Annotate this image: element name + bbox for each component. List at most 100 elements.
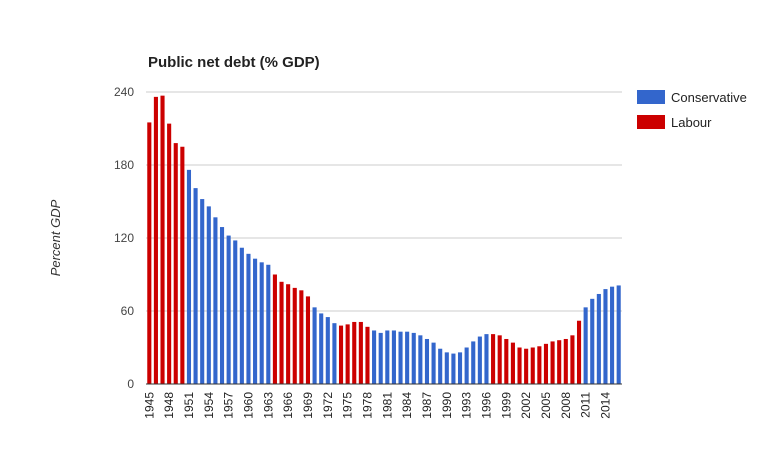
bar-1961 — [253, 258, 258, 384]
x-tick-label: 1951 — [182, 392, 196, 419]
bar-1960 — [246, 253, 251, 384]
x-tick-label: 1993 — [460, 392, 474, 419]
bar-1984 — [405, 331, 410, 384]
bar-2008 — [563, 338, 568, 384]
bar-1953 — [200, 199, 205, 384]
x-tick-label: 1987 — [420, 392, 434, 419]
bar-1959 — [239, 247, 244, 384]
bar-1997 — [491, 334, 496, 384]
bar-1979 — [372, 330, 377, 384]
legend-swatch-conservative — [637, 90, 665, 104]
y-tick-label: 60 — [121, 304, 135, 318]
x-tick-label: 1990 — [440, 392, 454, 419]
bar-1958 — [233, 240, 238, 384]
bar-1962 — [259, 262, 264, 384]
bar-2000 — [510, 342, 515, 384]
bar-1952 — [193, 188, 198, 384]
bar-1988 — [431, 342, 436, 384]
bar-1986 — [418, 335, 423, 384]
bar-1969 — [305, 296, 311, 384]
bar-1989 — [438, 348, 443, 384]
bar-1970 — [312, 307, 317, 384]
bar-2014 — [603, 289, 608, 384]
legend-swatch-labour — [637, 115, 665, 129]
bar-1957 — [226, 235, 231, 384]
bar-1954 — [206, 206, 211, 384]
y-axis-label: Percent GDP — [48, 199, 63, 276]
x-tick-label: 2011 — [579, 392, 593, 418]
x-tick-label: 2002 — [519, 392, 533, 419]
x-tick-label: 1966 — [281, 392, 295, 419]
bar-1971 — [319, 313, 324, 384]
bar-1992 — [457, 352, 463, 384]
bar-2002 — [524, 348, 529, 384]
x-tick-label: 1960 — [241, 392, 255, 419]
bar-1981 — [385, 330, 390, 384]
x-tick-label: 1996 — [479, 392, 493, 419]
x-tick-label: 1984 — [400, 392, 414, 419]
x-tick-label: 1954 — [202, 392, 216, 419]
x-tick-label: 1981 — [380, 392, 394, 419]
bar-1996 — [484, 334, 489, 384]
bar-1985 — [411, 332, 416, 384]
bar-2011 — [583, 307, 588, 384]
bar-1972 — [325, 317, 330, 384]
x-tick-label: 1963 — [261, 392, 275, 419]
bar-1955 — [213, 217, 218, 384]
bar-1994 — [471, 341, 476, 384]
bar-2001 — [517, 347, 522, 384]
gridlines — [146, 91, 622, 312]
x-tick-label: 1999 — [499, 392, 513, 419]
bar-1995 — [477, 336, 482, 384]
bar-1976 — [352, 321, 357, 384]
bar-undefined — [616, 285, 621, 384]
bar-2015 — [610, 286, 615, 384]
bar-1946 — [153, 96, 158, 385]
bar-1968 — [299, 290, 304, 384]
x-tick-label: 1975 — [341, 392, 355, 419]
bar-1964 — [272, 274, 277, 384]
bar-1948 — [167, 123, 172, 384]
bar-1956 — [219, 227, 225, 384]
bar-1950 — [180, 146, 185, 384]
bar-1998 — [497, 335, 502, 384]
x-tick-label: 1957 — [222, 392, 236, 419]
bar-1977 — [358, 321, 363, 384]
y-axis-ticks: 0 60 120 180 240 — [114, 85, 134, 391]
bar-1967 — [292, 287, 297, 384]
bar-1951 — [186, 169, 192, 384]
x-tick-label: 1969 — [301, 392, 315, 419]
x-axis-ticks: 1945 1948 1951 1954 1957 1960 1963 1966 1969 1972… — [142, 392, 612, 419]
bar-2007 — [557, 340, 562, 384]
x-tick-label: 1978 — [360, 392, 374, 419]
bar-1978 — [365, 326, 370, 384]
bar-1973 — [332, 323, 337, 384]
bar-1947 — [160, 95, 165, 385]
legend-label-conservative: Conservative — [671, 90, 747, 105]
bar-1999 — [504, 338, 509, 384]
bar-1965 — [279, 281, 284, 384]
bar-1963 — [266, 264, 271, 384]
y-tick-label: 240 — [114, 85, 134, 99]
bar-1949 — [173, 143, 178, 384]
bar-1980 — [378, 332, 383, 384]
y-tick-label: 120 — [114, 231, 134, 245]
x-tick-label: 1972 — [321, 392, 335, 419]
chart-title: Public net debt (% GDP) — [148, 54, 320, 71]
bars — [147, 95, 621, 385]
x-tick-label: 2005 — [539, 392, 553, 419]
bar-1983 — [398, 331, 403, 384]
bar-1945 — [147, 122, 152, 385]
bar-1966 — [286, 284, 291, 384]
y-tick-label: 0 — [127, 377, 134, 391]
bar-1987 — [424, 338, 430, 384]
x-tick-label: 2014 — [598, 392, 612, 419]
y-tick-label: 180 — [114, 158, 134, 172]
bar-1982 — [391, 330, 396, 384]
legend: Conservative Labour — [637, 90, 747, 130]
bar-2013 — [596, 293, 601, 384]
bar-1990 — [444, 352, 449, 384]
bar-2012 — [590, 298, 595, 384]
bar-1974 — [338, 325, 344, 384]
